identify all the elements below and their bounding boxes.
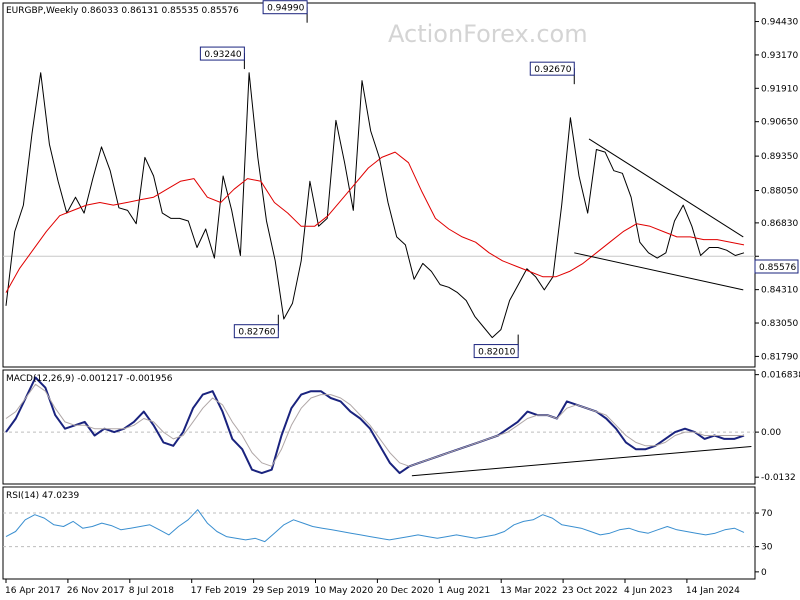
grid-lines — [3, 21, 759, 583]
x-tick-label: 13 Mar 2022 — [500, 586, 557, 596]
annotation-label: 0.92670 — [534, 65, 571, 75]
annotation-box — [529, 61, 575, 76]
rsi-y-tick-label: 70 — [761, 509, 773, 519]
price-panel-frame — [2, 2, 756, 368]
price-y-tick-label: 0.90650 — [761, 118, 798, 128]
macd-y-tick-label: -0.0132 — [761, 473, 796, 483]
x-tick-label: 4 Jun 2023 — [624, 586, 672, 596]
watermark: ActionForex.com — [388, 20, 588, 48]
current-price-badge-box — [754, 259, 799, 274]
annotation-label: 0.82760 — [238, 328, 275, 338]
rsi-line — [5, 509, 745, 543]
macd-support-line — [411, 445, 752, 477]
price-line — [5, 72, 745, 339]
price-y-tick-label: 0.86830 — [761, 219, 798, 229]
x-tick-label: 1 Aug 2021 — [438, 586, 490, 596]
price-series — [5, 72, 745, 339]
price-y-tick-label: 0.88050 — [761, 187, 798, 197]
x-tick-label: 17 Feb 2019 — [191, 586, 247, 596]
rsi-panel-frame — [2, 486, 756, 580]
macd-signal-series — [5, 383, 744, 467]
annotation-box — [199, 46, 245, 61]
macd-y-tick-label: 0.016838 — [761, 371, 800, 381]
x-tick-label: 29 Sep 2019 — [253, 586, 310, 596]
x-tick-label: 8 Jul 2018 — [129, 586, 174, 596]
moving-average-series — [5, 151, 745, 293]
price-y-tick-label: 0.84310 — [761, 286, 798, 296]
annotation-box — [473, 344, 519, 359]
price-annotations: 0.93240 0.94990 0.92670 0.82760 0.82010 — [199, 0, 575, 359]
price-y-tick-label: 0.81790 — [761, 352, 798, 362]
price-y-tick-label: 0.93170 — [761, 51, 798, 61]
annotation-box — [233, 324, 279, 339]
trendlines — [411, 138, 752, 477]
annotation-label: 0.94990 — [267, 4, 304, 14]
macd-panel-frame — [2, 369, 756, 485]
macd-header: MACD(12,26,9) -0.001217 -0.001956 — [6, 374, 173, 384]
x-tick-label: 10 May 2020 — [315, 586, 374, 596]
macd-y-tick-label: 0.00 — [761, 428, 781, 438]
main-chart-header: EURGBP,Weekly 0.86033 0.86131 0.85535 0.… — [6, 6, 239, 16]
falling-wedge-lower-line — [574, 252, 744, 291]
x-tick-label: 26 Nov 2017 — [67, 586, 125, 596]
moving-average-line — [5, 151, 745, 293]
price-y-tick-label: 0.94430 — [761, 18, 798, 28]
current-price-badge: 0.85576 — [759, 263, 796, 273]
y-tick-labels: 0.94430 0.93170 0.91910 0.90650 0.89350 0.880… — [761, 18, 800, 578]
x-tick-label: 14 Jan 2024 — [686, 586, 740, 596]
annotation-label: 0.93240 — [204, 50, 241, 60]
rsi-series — [5, 509, 745, 543]
price-y-tick-label: 0.91910 — [761, 84, 798, 94]
x-tick-labels: 16 Apr 2017 26 Nov 2017 8 Jul 2018 17 Feb 2… — [5, 586, 740, 596]
rsi-header: RSI(14) 47.0239 — [6, 491, 79, 501]
price-y-tick-label: 0.83050 — [761, 319, 798, 329]
annotation-box — [262, 0, 308, 15]
x-tick-label: 16 Apr 2017 — [5, 586, 61, 596]
price-y-tick-label: 0.89350 — [761, 152, 798, 162]
falling-wedge-upper-line — [588, 138, 744, 238]
rsi-y-tick-label: 0 — [761, 568, 767, 578]
x-tick-label: 20 Dec 2020 — [376, 586, 434, 596]
annotation-label: 0.82010 — [478, 348, 515, 358]
macd-series — [5, 376, 745, 475]
x-tick-label: 23 Oct 2022 — [562, 586, 618, 596]
rsi-y-tick-label: 30 — [761, 543, 773, 553]
macd-line — [5, 376, 745, 475]
macd-signal-line — [5, 383, 744, 467]
